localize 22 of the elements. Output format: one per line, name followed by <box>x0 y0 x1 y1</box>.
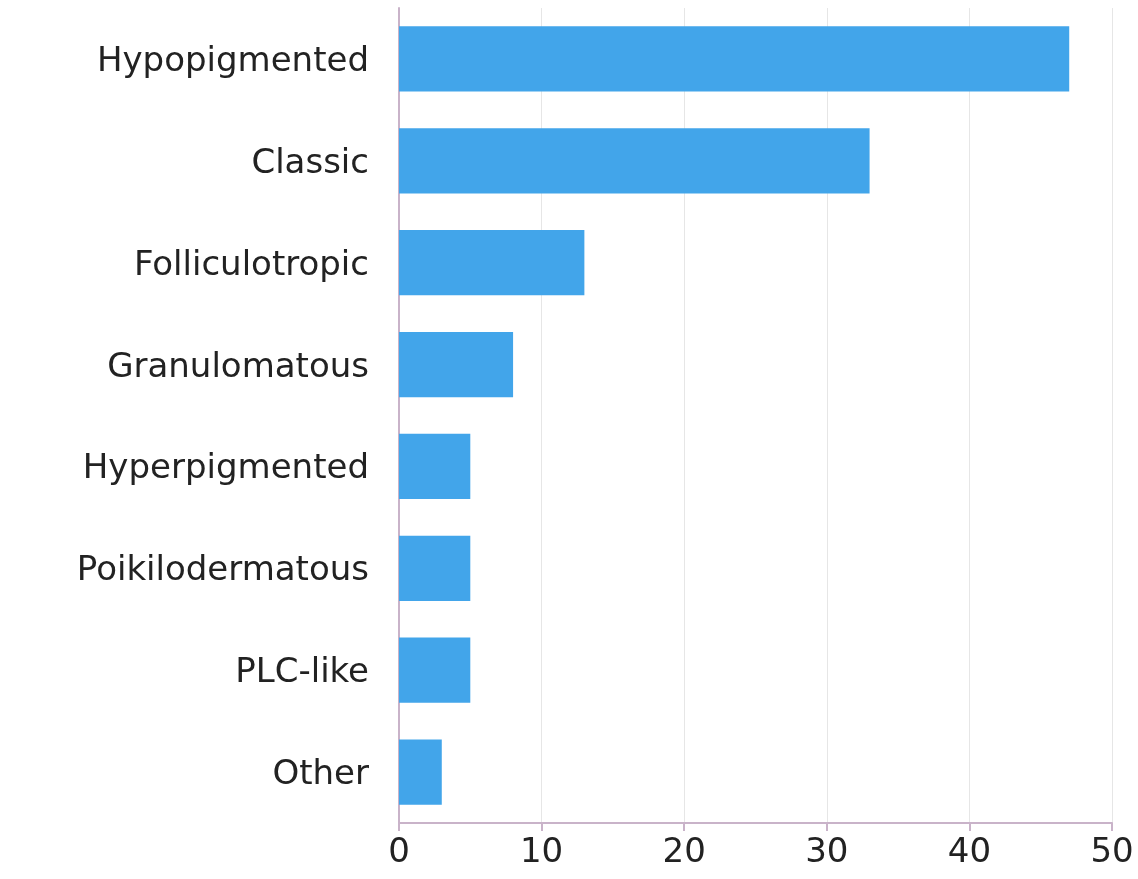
bar <box>399 739 442 805</box>
x-tick-label: 30 <box>805 830 849 870</box>
y-tick-label: PLC-like <box>235 650 369 691</box>
bar <box>399 433 471 500</box>
x-tick-label: 40 <box>947 830 992 870</box>
bar <box>399 128 870 194</box>
x-tick-label: 50 <box>1090 830 1134 870</box>
y-tick-label: Poikilodermatous <box>76 548 369 589</box>
x-tick-label: 10 <box>519 830 564 870</box>
y-tick-label: Other <box>272 752 370 793</box>
bar <box>399 26 1070 92</box>
bar <box>399 535 471 601</box>
y-tick-label: Hyperpigmented <box>82 446 369 487</box>
bar <box>399 637 471 703</box>
bar <box>399 230 585 296</box>
y-tick-label: Granulomatous <box>107 344 369 385</box>
y-tick-label: Classic <box>251 140 369 181</box>
x-tick-label: 0 <box>388 830 410 870</box>
y-tick-label: Hypopigmented <box>96 38 369 79</box>
x-tick-label: 20 <box>662 830 706 870</box>
y-tick-label: Folliculotropic <box>133 242 369 283</box>
bar <box>399 331 514 398</box>
